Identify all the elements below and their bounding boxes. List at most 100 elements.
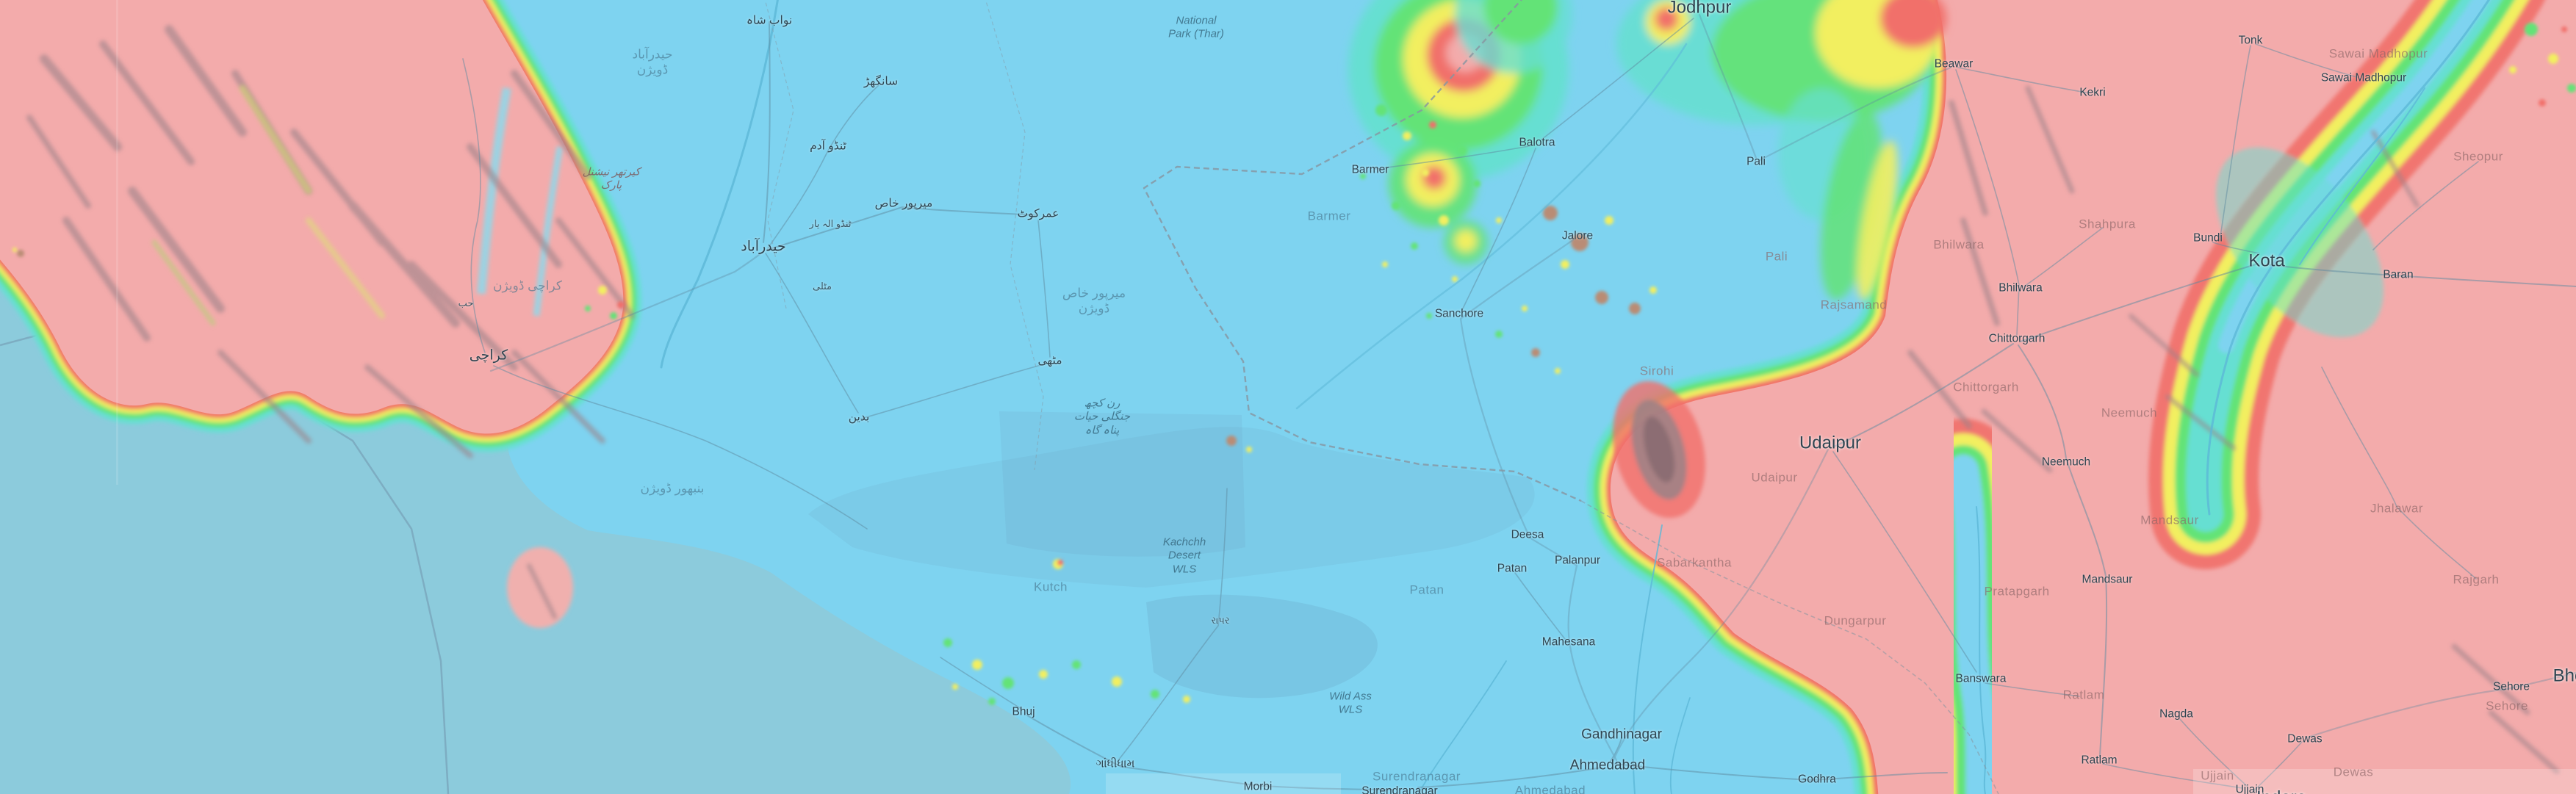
map-label-hyderabad: حیدرآباد <box>741 239 786 255</box>
map-label-mithi: مٹھی <box>1037 354 1062 367</box>
map-label-kutch: Kutch <box>1034 580 1068 594</box>
map-label-bhopal: Bhopal <box>2552 665 2576 686</box>
map-label-mahesana: Mahesana <box>1541 635 1596 649</box>
map-label-kekri: Kekri <box>2079 86 2106 99</box>
map-label-gandhinagar: Gandhinagar <box>1581 726 1662 743</box>
map-label-rajgarh: Rajgarh <box>2453 572 2500 587</box>
map-label-sawai-madhopur-city: Sawai Madhopur <box>2320 71 2407 84</box>
map-label-tando-adam: ٹنڈو آدم <box>810 140 846 153</box>
map-label-sirohi: Sirohi <box>1639 364 1674 378</box>
jodhpur-elevation-band <box>1616 0 1946 300</box>
map-label-hyderabad-division: حیدرآباد ڈویژن <box>632 47 673 76</box>
map-label-pratapgarh: Pratapgarh <box>1984 584 2050 599</box>
map-label-matli: مٹلی <box>812 281 832 292</box>
map-label-morbi: Morbi <box>1243 780 1273 793</box>
map-label-shahpura: Shahpura <box>2079 217 2136 231</box>
map-label-palanpur: Palanpur <box>1554 554 1601 567</box>
map-label-ratlam-region: Ratlam <box>2062 687 2105 702</box>
rivers <box>660 0 2491 794</box>
map-label-udaipur-city: Udaipur <box>1799 433 1862 453</box>
map-label-hub: حب <box>458 297 474 309</box>
map-label-nagda: Nagda <box>2159 707 2193 721</box>
map-label-sheopur: Sheopur <box>2453 149 2503 164</box>
map-label-pali-city: Pali <box>1746 155 1766 168</box>
map-label-patan-region: Patan <box>1409 582 1444 597</box>
hillshade-ridges <box>26 25 2560 774</box>
map-label-mandsaur-region: Mandsaur <box>2140 513 2199 527</box>
chambal-valley <box>2148 0 2545 569</box>
map-label-umerkot: عمرکوٹ <box>1017 207 1059 220</box>
map-label-banswara: Banswara <box>1955 672 2007 685</box>
road-network <box>462 13 2576 793</box>
banswara-corridor <box>1912 419 2033 794</box>
map-label-badin: بدین <box>848 411 870 424</box>
kirthar-valleys <box>477 87 564 317</box>
map-label-pali-region: Pali <box>1765 249 1788 264</box>
map-label-barmer-region: Barmer <box>1307 209 1351 223</box>
map-label-chittorgarh-region: Chittorgarh <box>1953 380 2019 394</box>
map-label-deesa: Deesa <box>1511 528 1544 541</box>
map-label-godhra: Godhra <box>1798 773 1836 786</box>
map-label-rapar: રાપર <box>1211 615 1230 627</box>
map-label-ahmedabad-city: Ahmedabad <box>1569 757 1646 773</box>
little-rann <box>1146 594 1378 699</box>
tile-seams <box>116 0 2576 794</box>
map-label-bhuj: Bhuj <box>1012 705 1035 718</box>
great-rann <box>808 427 1535 588</box>
map-label-surendranagar-city: Surendranagar <box>1361 784 1438 794</box>
map-label-sanchore: Sanchore <box>1434 307 1484 320</box>
rann-sanctuary-area <box>999 411 1245 557</box>
map-label-karachi-division: کراچی ڈویژن <box>493 278 562 293</box>
map-label-ahmedabad-region: Ahmedabad <box>1514 783 1586 794</box>
map-label-nawabshah: نواب شاہ <box>746 14 793 27</box>
map-label-sehore-city: Sehore <box>2493 680 2530 693</box>
map-label-sawai-madhopur-region: Sawai Madhopur <box>2328 46 2428 61</box>
map-label-mandsaur-city: Mandsaur <box>2082 573 2133 586</box>
map-label-ujjain-region: Ujjain <box>2201 768 2234 783</box>
map-label-bundi: Bundi <box>2193 231 2223 245</box>
map-label-sabarkantha: Sabarkantha <box>1657 555 1732 570</box>
map-label-barmer-city: Barmer <box>1351 163 1389 176</box>
mount-abu <box>1613 380 1705 519</box>
map-label-jhalawar: Jhalawar <box>2370 501 2424 516</box>
map-label-national-park-thar: National Park (Thar) <box>1168 14 1224 40</box>
map-label-mirpur-khas-division: میرپور خاص ڈویژن <box>1062 286 1126 315</box>
arabian-sea <box>0 264 1071 794</box>
map-label-ujjain-city: Ujjain <box>2235 783 2264 794</box>
map-label-wild-ass-wls: Wild Ass WLS <box>1329 690 1372 716</box>
ridge-accents <box>151 84 385 326</box>
map-label-tando-allahyar: ٹنڈو الہ یار <box>809 218 852 230</box>
map-label-neemuch-city: Neemuch <box>2041 455 2091 469</box>
map-label-mirpur-khas: میرپور خاص <box>874 197 933 210</box>
map-label-kota: Kota <box>2248 250 2285 271</box>
map-label-rajsamand: Rajsamand <box>1820 297 1888 312</box>
map-label-bhilwara-region: Bhilwara <box>1933 237 1985 252</box>
map-label-beawar: Beawar <box>1934 57 1974 71</box>
map-label-gandhidham: ગાંધીધામ <box>1095 757 1135 770</box>
map-label-rann-of-kutch-wls-urdu: رن کچھ جنگلی حیات پناہ گاہ <box>1073 397 1131 437</box>
pakistan-india-border <box>1143 0 1582 502</box>
map-label-kirthar-national-park: کیرتھر نیشنل پارک <box>582 166 641 191</box>
map-label-karachi: کراچی <box>469 347 508 364</box>
map-label-surendranagar-region: Surendranagar <box>1372 769 1461 784</box>
map-label-baran: Baran <box>2383 268 2414 281</box>
map-label-udaipur-region: Udaipur <box>1751 470 1798 485</box>
map-label-patan-city: Patan <box>1497 562 1528 575</box>
map-label-ratlam-city: Ratlam <box>2081 754 2118 767</box>
map-label-tonk: Tonk <box>2238 34 2263 47</box>
sindh-division-border-1 <box>764 0 794 309</box>
map-label-chittorgarh-city: Chittorgarh <box>1988 332 2046 345</box>
map-label-sanghar: سانگھڑ <box>863 75 899 88</box>
map-label-kachchh-desert-wls: Kachchh Desert WLS <box>1162 535 1206 576</box>
map-label-jodhpur: Jodhpur <box>1667 0 1732 18</box>
map-label-jalore: Jalore <box>1561 229 1594 242</box>
map-label-dewas-city: Dewas <box>2287 732 2323 746</box>
admin-borders <box>764 0 1999 794</box>
map-label-balotra: Balotra <box>1519 136 1555 149</box>
map-label-banbhore-division: بنبھور ڈویژن <box>640 481 705 496</box>
terrain-specks <box>12 23 2576 705</box>
sindh-division-border-2 <box>985 0 1044 471</box>
